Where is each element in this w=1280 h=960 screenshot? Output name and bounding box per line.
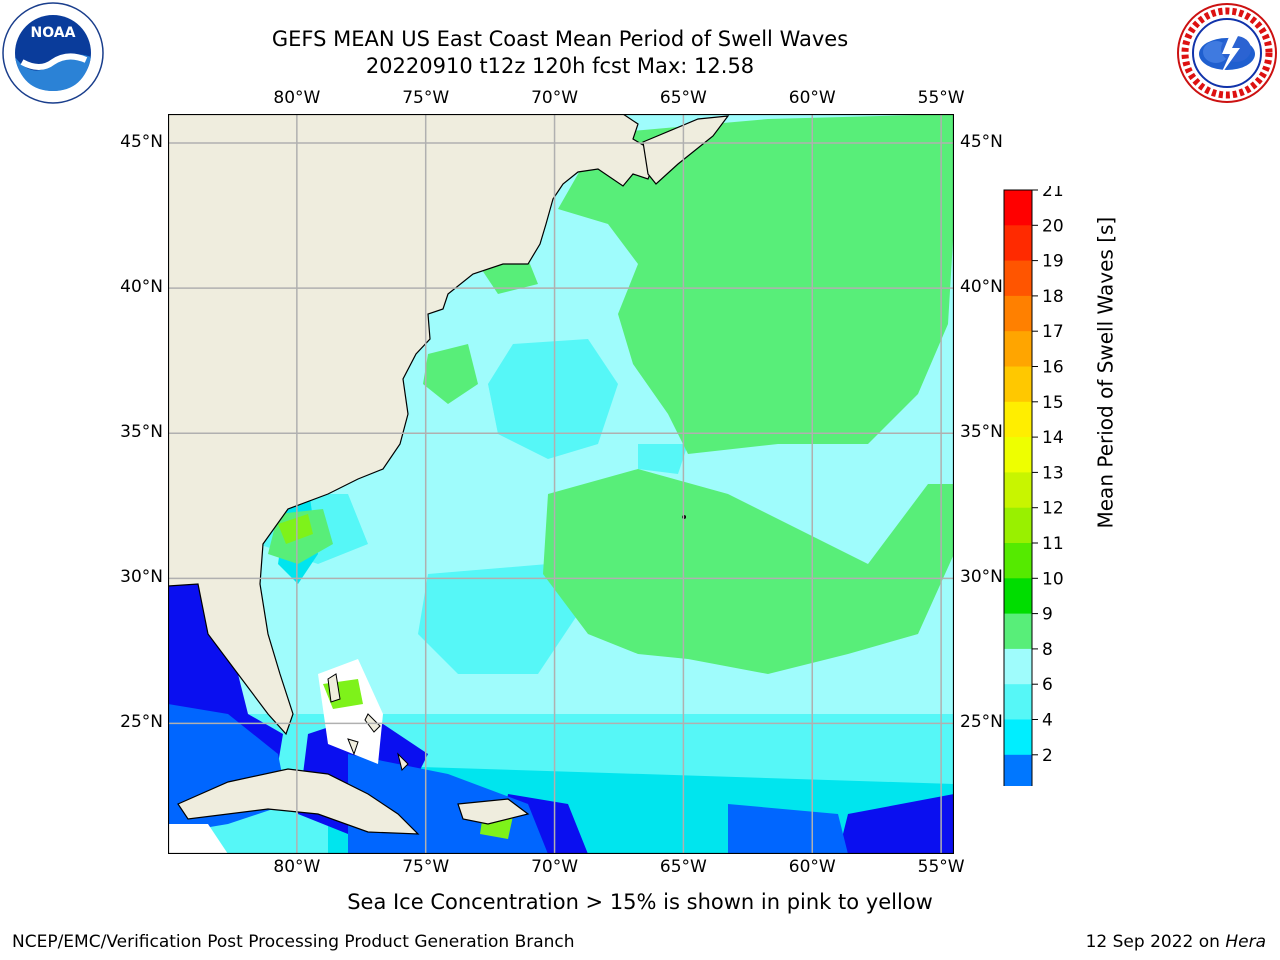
colorbar-tick-label: 12 xyxy=(1042,499,1064,519)
colorbar-band xyxy=(1004,684,1032,720)
colorbar-tick-label: 13 xyxy=(1042,463,1064,483)
colorbar-band xyxy=(1004,578,1032,615)
colorbar-tick-label: 14 xyxy=(1042,428,1064,448)
colorbar-band xyxy=(1004,190,1032,226)
colorbar-band xyxy=(1004,225,1032,262)
colorbar-tick-label: 10 xyxy=(1042,569,1064,589)
colorbar-tick-label: 15 xyxy=(1042,393,1064,413)
colorbar-tick-label: 21 xyxy=(1042,186,1064,201)
colorbar-band xyxy=(1004,295,1032,332)
noaa-logo: NOAA xyxy=(2,2,104,104)
lon-label-top: 65°W xyxy=(659,88,707,108)
lat-label-right: 25°N xyxy=(960,712,1003,733)
sea-ice-note-text: Sea Ice Concentration > 15% is shown in … xyxy=(347,890,933,914)
lat-label-left: 25°N xyxy=(120,712,163,733)
colorbar-tick-label: 11 xyxy=(1042,534,1064,554)
colorbar-band xyxy=(1004,331,1032,367)
lat-label-left: 30°N xyxy=(120,567,163,588)
colorbar-tick-label: 4 xyxy=(1042,711,1053,731)
map-panel xyxy=(167,113,955,855)
noaa-logo-text: NOAA xyxy=(31,25,76,41)
machine-name: Hera xyxy=(1225,932,1266,952)
colorbar-band xyxy=(1004,260,1032,297)
lon-label-top: 55°W xyxy=(917,88,965,108)
land-nova-scotia xyxy=(642,115,730,185)
date-text: 12 Sep 2022 on xyxy=(1085,932,1226,952)
band-9-10-region xyxy=(268,114,954,674)
lon-label-bottom: 55°W xyxy=(917,857,965,877)
colorbar-label: Mean Period of Swell Waves [s] xyxy=(1093,216,1118,529)
lon-label-bottom: 65°W xyxy=(659,857,707,877)
colorbar-tick-label: 19 xyxy=(1042,252,1064,272)
colorbar-band xyxy=(1004,648,1032,685)
lat-label-left: 35°N xyxy=(120,422,163,443)
lat-label-right: 40°N xyxy=(960,277,1003,298)
colorbar-frame xyxy=(1003,189,1033,791)
chart-title-line1: GEFS MEAN US East Coast Mean Period of S… xyxy=(271,27,849,51)
lat-label-right: 30°N xyxy=(960,567,1003,588)
land-hispaniola xyxy=(457,798,530,825)
colorbar: 21 20 19 18 17 16 15 14 13 12 11 10 9 8 6 4 2 xyxy=(1000,181,1070,820)
colorbar-tick-label: 8 xyxy=(1042,640,1053,660)
sea-ice-note: Sea Ice Concentration > 15% is shown in … xyxy=(0,890,1280,914)
colorbar-tick-label: 20 xyxy=(1042,216,1064,236)
date-line: 12 Sep 2022 on Hera xyxy=(1086,932,1266,952)
colorbar-band xyxy=(1004,437,1032,473)
lat-label-right: 35°N xyxy=(960,422,1003,443)
lat-label-right: 45°N xyxy=(960,132,1003,153)
colorbar-band xyxy=(1004,401,1032,438)
colorbar-band xyxy=(1004,543,1032,579)
lon-label-bottom: 70°W xyxy=(531,857,579,877)
colorbar-band xyxy=(1004,613,1032,650)
graticule xyxy=(168,114,954,854)
lon-label-bottom: 75°W xyxy=(402,857,450,877)
lon-label-bottom: 60°W xyxy=(788,857,836,877)
colorbar-tick-label: 18 xyxy=(1042,287,1064,307)
lat-label-left: 45°N xyxy=(120,132,163,153)
colorbar-band xyxy=(1004,366,1032,403)
land-north-america xyxy=(168,114,659,736)
colorbar-tick-label: 9 xyxy=(1042,605,1053,625)
colorbar-label-box: Mean Period of Swell Waves [s] xyxy=(1085,189,1118,649)
colorbar-graphic: 21 20 19 18 17 16 15 14 13 12 11 10 9 8 6 4 2 xyxy=(1003,181,1064,820)
colorbar-tick-label: 16 xyxy=(1042,358,1064,378)
map-frame xyxy=(167,113,955,855)
colorbar-band xyxy=(1004,754,1032,791)
swell-period-map xyxy=(167,113,955,855)
lon-label-bottom: 80°W xyxy=(273,857,321,877)
lon-label-top: 75°W xyxy=(402,88,450,108)
land-cuba xyxy=(177,768,420,835)
lon-label-top: 70°W xyxy=(531,88,579,108)
colorbar-tick-label: 6 xyxy=(1042,675,1053,695)
colorbar-band xyxy=(1004,472,1032,509)
lon-label-top: 80°W xyxy=(273,88,321,108)
lat-label-left: 40°N xyxy=(120,277,163,298)
colorbar-band xyxy=(1004,507,1032,544)
nws-logo xyxy=(1176,2,1278,104)
credit-line: NCEP/EMC/Verification Post Processing Pr… xyxy=(12,932,575,952)
lon-label-top: 60°W xyxy=(788,88,836,108)
colorbar-tick-label: 2 xyxy=(1042,746,1053,766)
chart-title-line2: 20220910 t12z 120h fcst Max: 12.58 xyxy=(365,54,755,78)
colorbar-band xyxy=(1004,719,1032,756)
colorbar-tick-label: 17 xyxy=(1042,322,1064,342)
